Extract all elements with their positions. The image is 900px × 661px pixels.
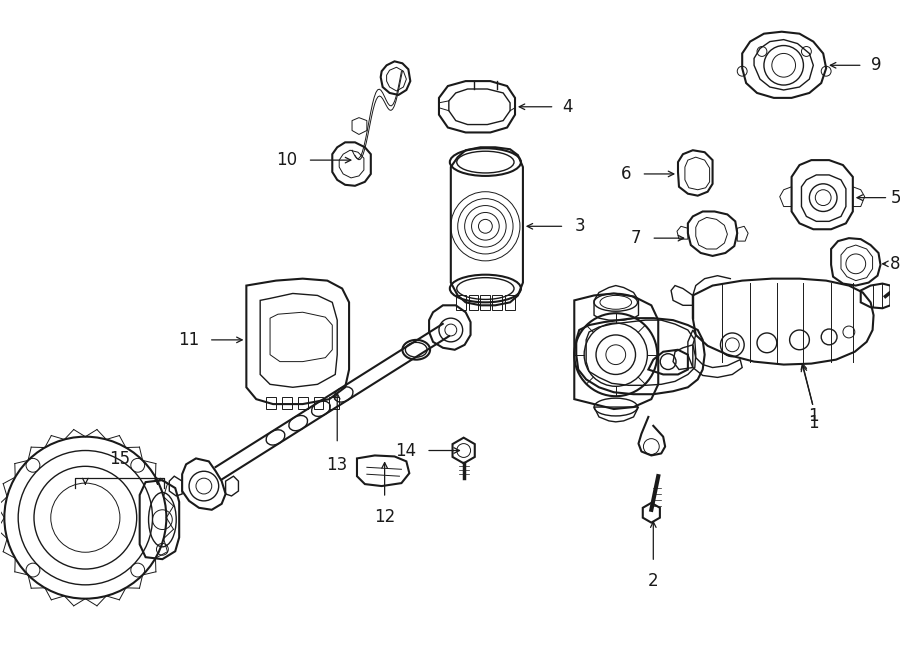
Text: 2: 2 (648, 572, 659, 590)
Text: 6: 6 (621, 165, 632, 183)
Text: 15: 15 (110, 450, 130, 468)
Text: 14: 14 (395, 442, 416, 459)
Text: 13: 13 (327, 457, 347, 475)
Text: 1: 1 (808, 407, 819, 425)
Text: 8: 8 (890, 255, 900, 273)
Text: 12: 12 (374, 508, 395, 525)
Text: 3: 3 (574, 217, 585, 235)
Text: 10: 10 (276, 151, 298, 169)
Text: 4: 4 (562, 98, 573, 116)
Text: 5: 5 (890, 188, 900, 207)
Text: 11: 11 (177, 331, 199, 349)
Text: 7: 7 (631, 229, 642, 247)
Text: 9: 9 (870, 56, 881, 74)
Text: 1: 1 (808, 414, 819, 432)
